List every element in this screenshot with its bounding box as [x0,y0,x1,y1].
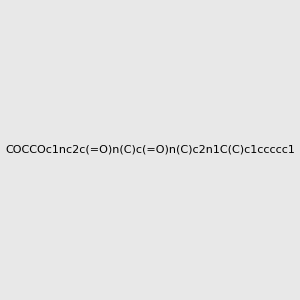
Text: COCCOc1nc2c(=O)n(C)c(=O)n(C)c2n1C(C)c1ccccc1: COCCOc1nc2c(=O)n(C)c(=O)n(C)c2n1C(C)c1cc… [5,145,295,155]
